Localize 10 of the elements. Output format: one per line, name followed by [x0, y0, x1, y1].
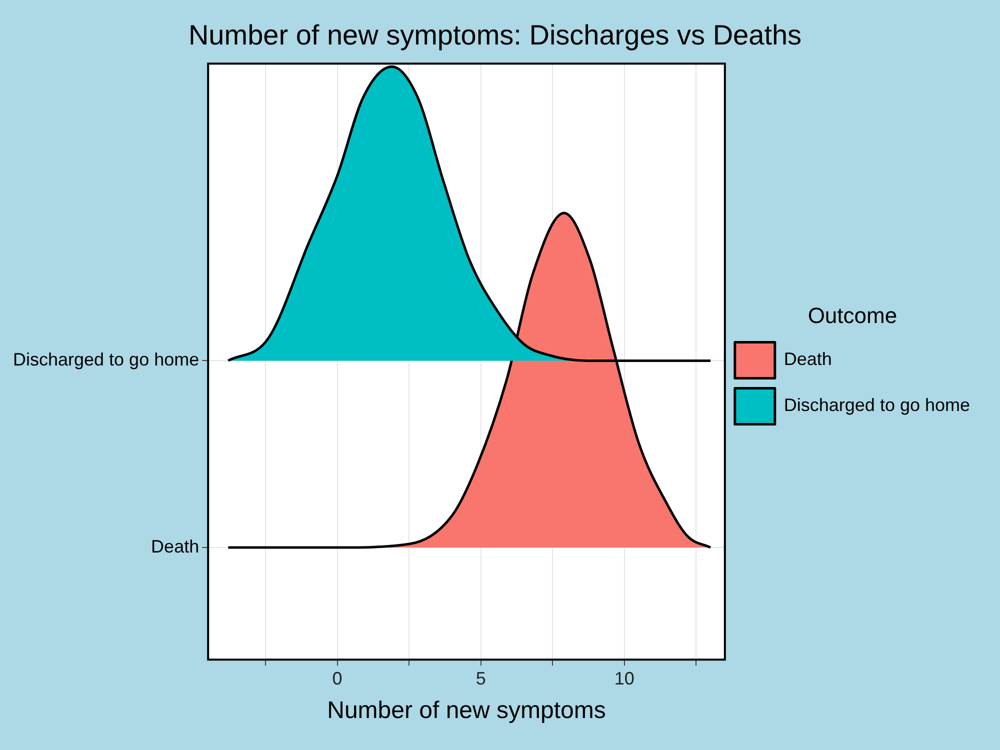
chart-title: Number of new symptoms: Discharges vs Deaths: [188, 20, 802, 51]
legend-label: Discharged to go home: [784, 395, 970, 416]
x-tick-label: 0: [332, 668, 342, 688]
x-tick-label: 10: [614, 668, 634, 688]
x-axis-title: Number of new symptoms: [327, 697, 606, 724]
category-label: Discharged to go home: [13, 350, 200, 370]
category-label: Death: [151, 536, 200, 556]
legend-label: Death: [784, 349, 832, 370]
legend-title: Outcome: [808, 302, 898, 328]
x-tick-label: 5: [476, 668, 486, 688]
